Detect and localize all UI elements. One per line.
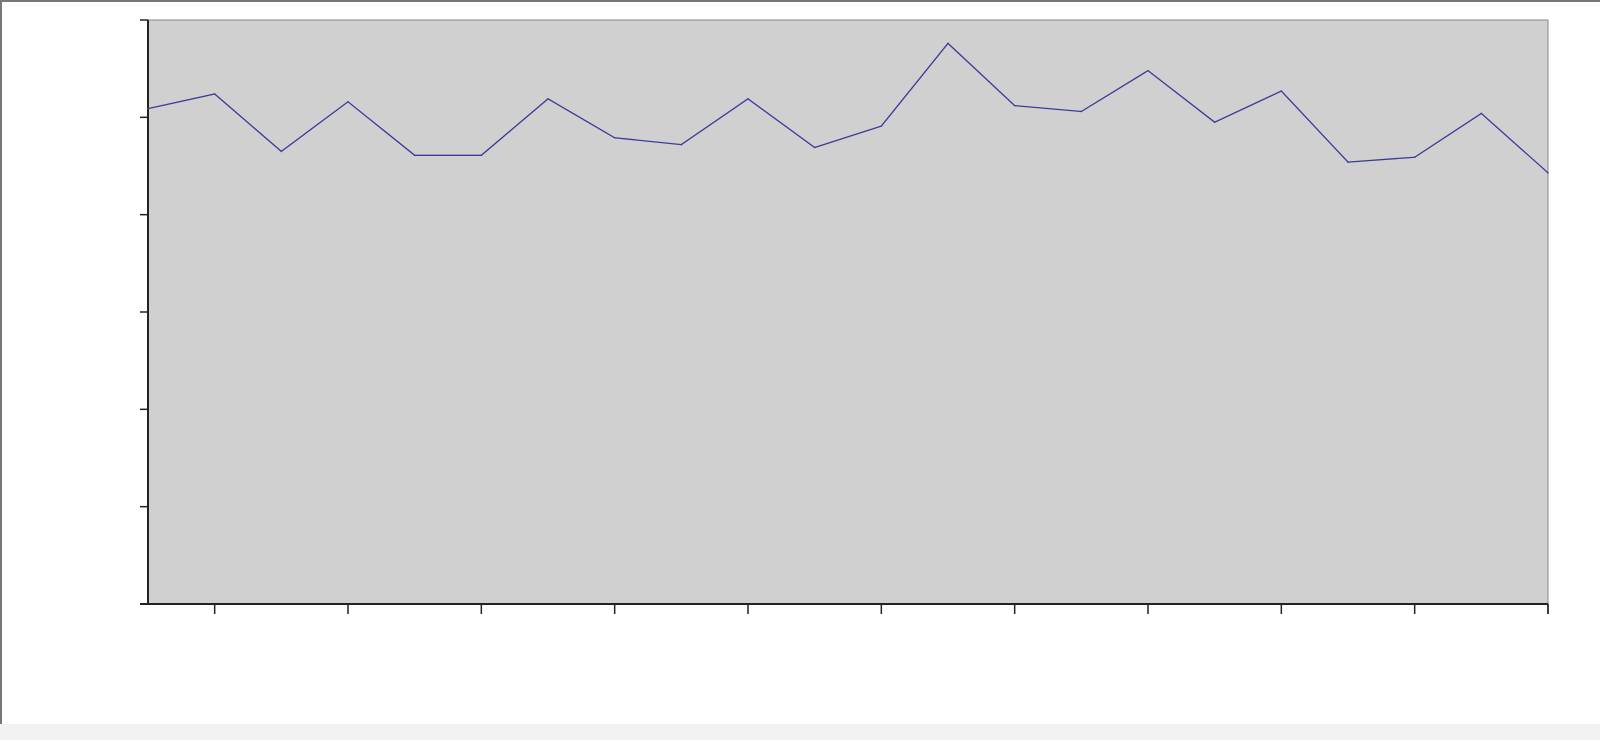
data-point [680, 143, 683, 146]
data-point [880, 125, 883, 127]
chart-frame [0, 0, 1600, 724]
data-point [547, 98, 549, 100]
data-point [347, 100, 349, 103]
data-point [813, 146, 816, 149]
data-point [947, 42, 949, 45]
bottom-strip [0, 724, 1600, 740]
data-point [480, 154, 483, 157]
series-line [147, 42, 1549, 174]
data-point [1213, 121, 1216, 123]
data-point [280, 150, 283, 153]
data-point [1413, 156, 1416, 159]
data-point [613, 136, 616, 139]
data-point [1547, 172, 1549, 174]
data-point [1147, 69, 1149, 72]
data-point [1280, 90, 1283, 92]
data-point [1347, 161, 1349, 163]
data-point [747, 98, 749, 100]
plot-area [147, 19, 1549, 605]
data-point [147, 107, 149, 110]
data-point [1480, 112, 1483, 115]
data-point [213, 93, 216, 95]
data-point [1013, 104, 1016, 107]
data-point [1080, 110, 1083, 113]
data-point [413, 154, 416, 157]
